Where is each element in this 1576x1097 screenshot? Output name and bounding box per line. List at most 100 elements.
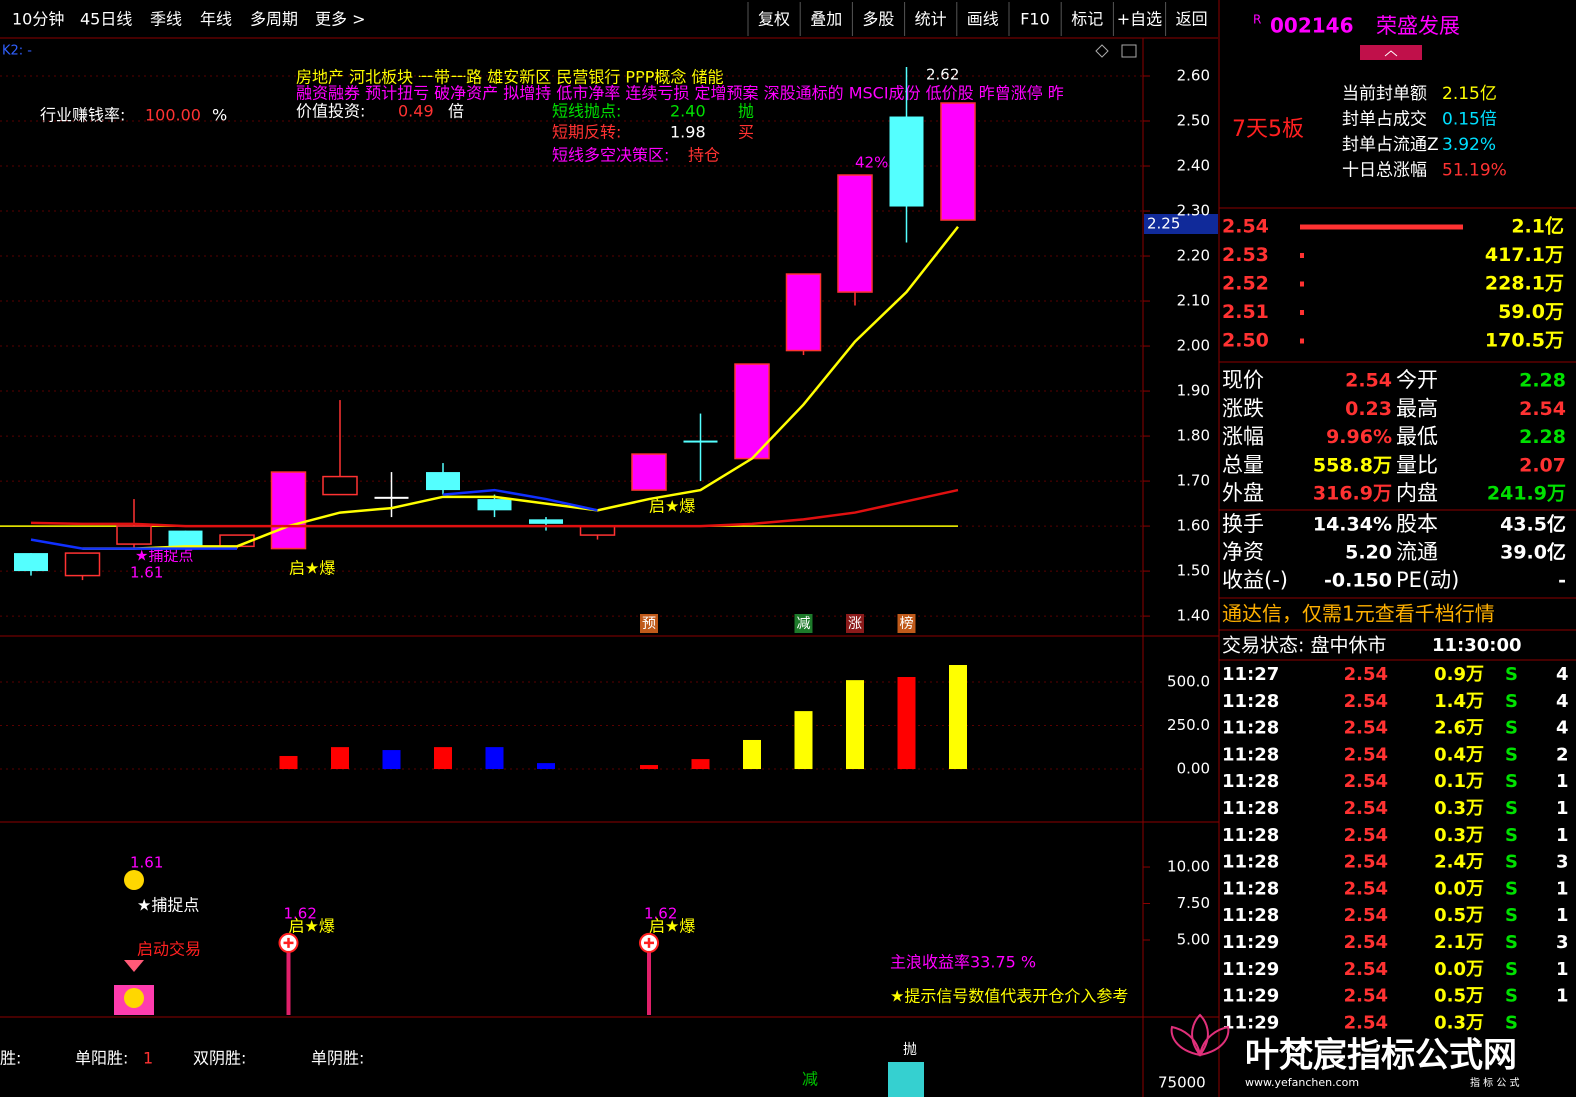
tick-cell: 4 — [1556, 718, 1569, 739]
tick-cell: 2.54 — [1344, 986, 1388, 1007]
candle-body — [374, 496, 409, 499]
toolbar-item[interactable]: 更多 > — [315, 10, 366, 29]
info-value: 0.15倍 — [1442, 110, 1497, 130]
marker-label: 减 — [797, 616, 811, 632]
candle-body — [837, 174, 873, 293]
tick-cell: 2.54 — [1344, 664, 1388, 685]
toolbar-button[interactable]: 多股 — [862, 10, 894, 29]
toolbar-button[interactable]: 返回 — [1176, 10, 1208, 29]
info-value: 2.15亿 — [1442, 84, 1497, 104]
volume-bar — [794, 711, 813, 770]
y-tick-label: 1.80 — [1177, 427, 1210, 445]
tick-cell: S — [1505, 932, 1518, 953]
quote-label: 外盘 — [1222, 481, 1264, 505]
y-tick-label: 10.00 — [1167, 858, 1210, 876]
tick-cell: 11:29 — [1222, 986, 1279, 1007]
tick-cell: 0.0万 — [1434, 959, 1484, 980]
toolbar-button[interactable]: 叠加 — [810, 10, 842, 29]
candle-body — [785, 273, 822, 352]
book-price: 2.53 — [1222, 244, 1269, 266]
book-volume: 59.0万 — [1498, 301, 1564, 323]
signal-text: 启★爆 — [649, 916, 695, 935]
candle-body — [168, 530, 203, 547]
tick-cell: 1 — [1556, 771, 1569, 792]
info-label: 当前封单额 — [1342, 84, 1427, 104]
toolbar-button[interactable]: 复权 — [758, 10, 790, 29]
signal-action: 买 — [738, 123, 754, 142]
tick-cell: 11:28 — [1222, 718, 1279, 739]
volume-bar — [846, 680, 864, 770]
toolbar-item[interactable]: 多周期 — [250, 10, 298, 29]
toolbar-button[interactable]: +自选 — [1117, 10, 1162, 29]
tick-cell: 2 — [1556, 744, 1569, 765]
dynamic-layer: 10分钟 45日线 季线 年线 多周期 更多 > 复权 叠加 多股 统计 画线 F10 标记 +自选 返回 2… — [0, 2, 1569, 1033]
stock-code: 002146 — [1270, 14, 1354, 38]
toolbar-item[interactable]: 45日线 — [80, 10, 132, 29]
candle-body — [270, 471, 307, 550]
y-tick-label: 1.50 — [1177, 562, 1210, 580]
stat-label: 单阴胜: — [311, 1049, 364, 1068]
quote-value: 2.28 — [1519, 370, 1566, 392]
candle-body — [529, 519, 563, 524]
candle-body — [322, 475, 358, 496]
book-price: 2.50 — [1222, 330, 1269, 352]
tick-cell: 0.3万 — [1434, 1012, 1484, 1033]
tick-cell: 1 — [1556, 959, 1569, 980]
fund-label: 流通 — [1396, 540, 1438, 564]
reduce-marker: 减 — [802, 1070, 818, 1089]
toolbar-item[interactable]: 年线 — [200, 10, 232, 29]
sector-tags: 房地产 河北板块 一带一路 雄安新区 民营银行 PPP概念 储能 — [296, 68, 723, 87]
toolbar-button[interactable]: 画线 — [967, 10, 999, 29]
candle-body — [940, 102, 976, 221]
return-label: 主浪收益率33.75 % — [890, 953, 1036, 972]
y-tick-label: 500.0 — [1167, 673, 1210, 691]
streak-label: 7天5板 — [1232, 117, 1304, 142]
diamond-icon[interactable] — [1095, 44, 1109, 58]
tick-cell: 11:29 — [1222, 1012, 1279, 1033]
y-tick-label: 1.40 — [1177, 607, 1210, 625]
signal-note: ★提示信号数值代表开仓介入参考 — [890, 987, 1128, 1006]
promo-banner[interactable]: 通达信，仅需1元查看千档行情 — [1222, 602, 1495, 626]
toolbar-button[interactable]: 标记 — [1071, 10, 1103, 29]
tick-cell: 0.3万 — [1434, 825, 1484, 846]
ma-line — [30, 488, 959, 528]
watermark-logo — [1170, 1013, 1230, 1057]
info-label: 封单占成交 — [1342, 110, 1427, 130]
toolbar-button[interactable]: 统计 — [915, 10, 947, 29]
tick-cell: S — [1505, 986, 1518, 1007]
window-icon[interactable] — [1121, 44, 1137, 58]
toolbar-button[interactable]: F10 — [1020, 10, 1050, 29]
tick-cell: S — [1505, 878, 1518, 899]
tick-cell: 2.54 — [1344, 852, 1388, 873]
book-volume: 228.1万 — [1485, 273, 1564, 295]
tick-cell: 0.5万 — [1434, 986, 1484, 1007]
quote-value: 241.9万 — [1487, 483, 1566, 505]
info-label: 十日总涨幅 — [1342, 161, 1427, 181]
tick-cell: 2.54 — [1344, 691, 1388, 712]
ma-line — [30, 488, 598, 550]
toolbar-item[interactable]: 季线 — [150, 10, 182, 29]
book-bar — [1300, 224, 1463, 230]
tick-cell: 2.54 — [1344, 744, 1388, 765]
fund-label: PE(动) — [1396, 568, 1459, 592]
signal-label: 短期反转: — [552, 123, 621, 142]
signal-plus — [644, 937, 654, 948]
tick-cell: 2.4万 — [1434, 852, 1484, 873]
y-tick-label: 5.00 — [1177, 930, 1210, 948]
value-unit: 倍 — [448, 102, 464, 121]
book-bar — [1300, 253, 1304, 258]
tick-cell: 2.54 — [1344, 771, 1388, 792]
collapse-button[interactable] — [1360, 45, 1422, 60]
toolbar-item[interactable]: 10分钟 — [12, 10, 64, 29]
y-tick-label: 0.00 — [1177, 760, 1210, 778]
volume-bar — [949, 665, 967, 770]
volume-bar — [279, 755, 298, 770]
tick-cell: 4 — [1556, 664, 1569, 685]
tick-cell: 4 — [1556, 691, 1569, 712]
industry-label: 行业赚钱率: — [40, 106, 125, 125]
y-tick-label: 2.10 — [1177, 292, 1210, 310]
book-bar — [1300, 310, 1304, 315]
